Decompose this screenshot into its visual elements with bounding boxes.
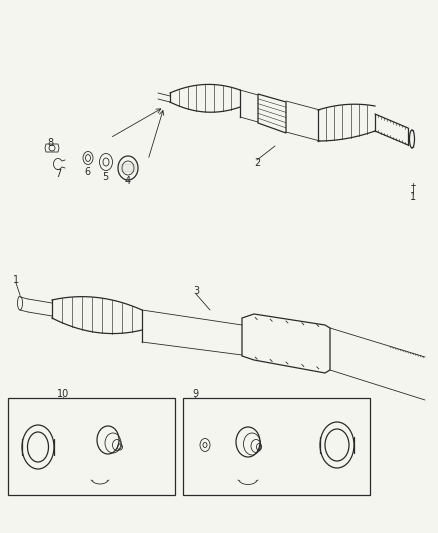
Text: 9: 9 <box>192 389 198 399</box>
Text: 5: 5 <box>102 172 108 182</box>
Text: 8: 8 <box>47 138 53 148</box>
Bar <box>183 398 370 495</box>
Text: 2: 2 <box>254 158 260 168</box>
Text: 3: 3 <box>193 286 199 296</box>
Text: 7: 7 <box>55 169 61 179</box>
Text: 6: 6 <box>84 167 90 177</box>
Text: 4: 4 <box>125 176 131 186</box>
Text: 10: 10 <box>57 389 69 399</box>
Text: 1: 1 <box>13 275 19 285</box>
Text: 1: 1 <box>410 192 416 202</box>
Bar <box>8 398 175 495</box>
